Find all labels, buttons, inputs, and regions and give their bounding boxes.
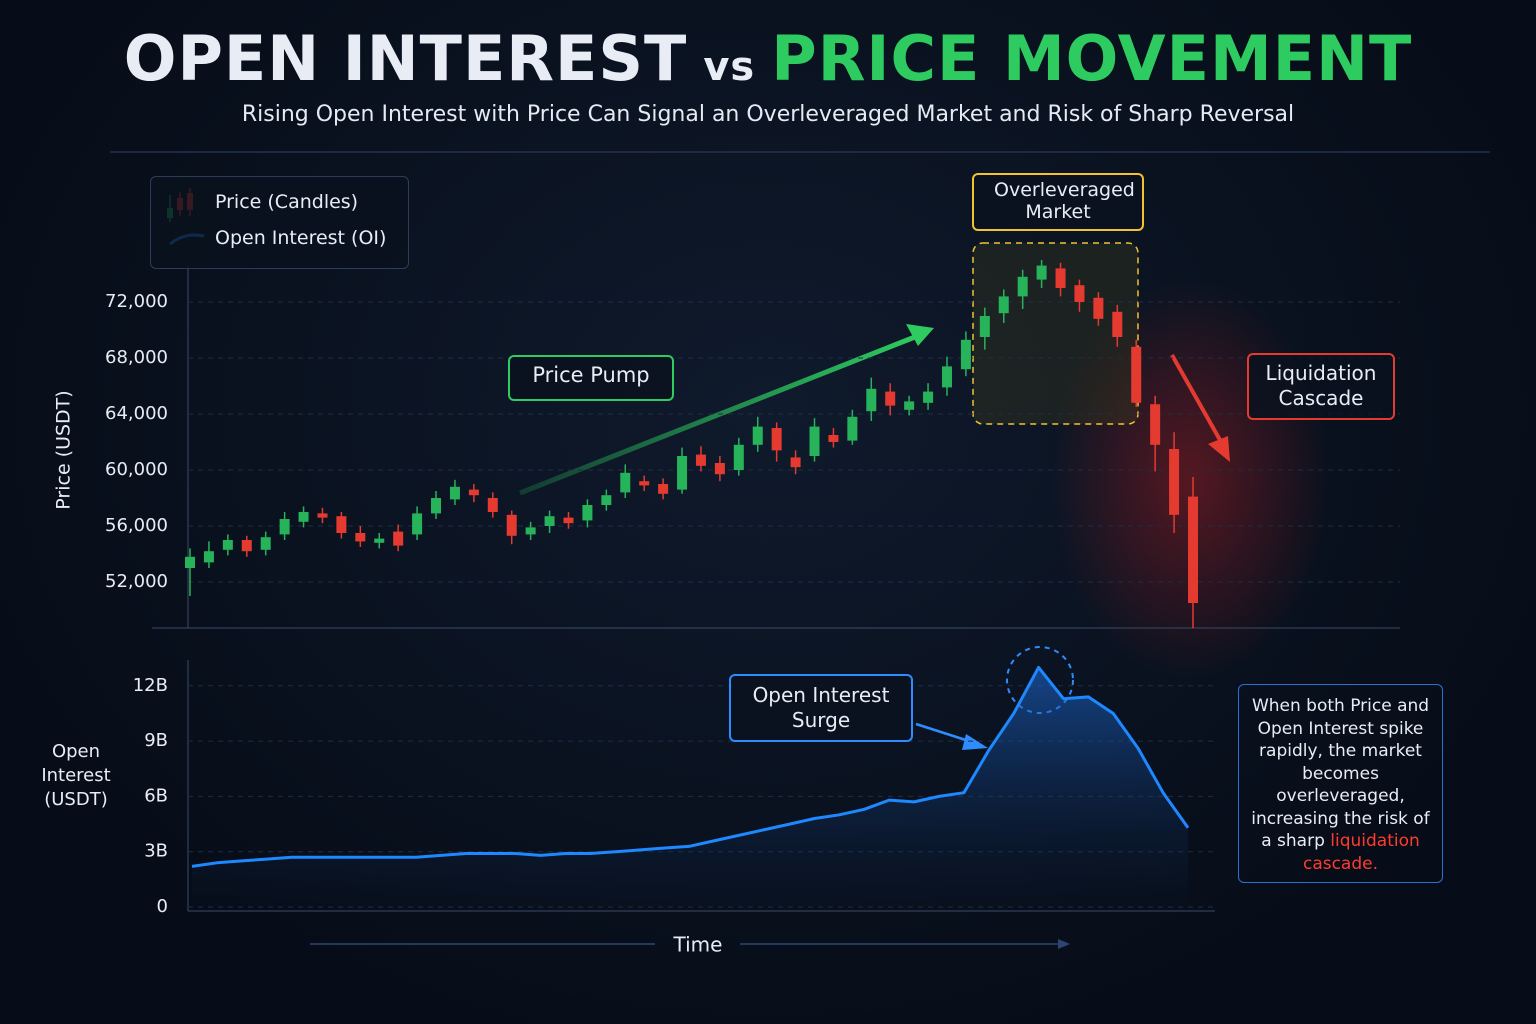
candle-body [412,513,423,535]
title-part: OPEN INTEREST [123,22,688,95]
candle-body [828,435,839,442]
candle-body [733,444,744,470]
candle-body [1131,346,1142,403]
candle-body [639,481,650,486]
y-tick-label: 64,000 [105,403,168,424]
candle-body [658,484,669,494]
candle-body [941,366,952,388]
candle-body [601,495,612,505]
arrow [1170,354,1222,441]
candle-body [393,531,404,546]
candle-body [431,498,442,514]
title-part: vs [703,44,756,90]
candle-body [1188,496,1198,603]
candle-body [582,505,593,521]
arrow [915,722,973,744]
note-highlight: liquidation cascade. [1302,831,1420,874]
candle-body [998,296,1009,314]
title: OPEN INTEREST vs PRICE MOVEMENT [0,22,1536,95]
note-text: When both Price and Open Interest spike … [1251,696,1430,851]
arrow-head [1208,436,1230,462]
candle-body [506,514,517,536]
candle-body [790,457,801,468]
candle-body [866,388,877,412]
candle-body [885,391,896,406]
candle-body [1036,265,1047,280]
y-axis-label: Price (USDT) [53,390,75,509]
y-tick-label: 56,000 [105,515,168,536]
candle-body [544,516,555,526]
subtitle: Rising Open Interest with Price Can Sign… [241,102,1295,127]
annotation: Open Interest Surge [729,674,913,742]
candle-body [468,489,479,496]
annotation: Overleveraged Market [972,173,1144,231]
candle-body [1150,404,1161,445]
y-tick-label: 0 [157,896,168,917]
candle-body [677,456,688,490]
legend-label: Open Interest (OI) [215,227,387,249]
candle-body [298,512,309,522]
annotation: Price Pump [508,355,674,401]
y-axis-label: Open Interest (USDT) [41,741,111,810]
candle-body [355,533,366,542]
x-axis-label: Time [673,933,723,957]
arrow-head [1058,939,1070,949]
candle-body [904,401,915,410]
title-part: PRICE MOVEMENT [771,22,1413,95]
legend: Price (Candles) Open Interest (OI) [150,176,409,269]
candle-body [525,527,536,535]
candle-body [1093,297,1104,319]
candle-body [923,391,934,403]
candle-body [771,428,782,451]
candle-body [695,454,706,466]
candle-body [336,516,347,533]
note: When both Price and Open Interest spike … [1238,684,1443,883]
candle-body [563,517,574,524]
area [192,667,1188,907]
y-tick-label: 6B [144,785,168,806]
arrow-head [962,734,988,750]
candle-body [752,426,763,445]
candle-body [487,498,498,512]
candle-body [1074,285,1085,302]
candle-body [279,519,290,535]
candle-body [809,426,820,456]
candle-body [222,540,233,550]
candle-body [1112,311,1123,337]
legend-label: Price (Candles) [215,191,359,213]
candle-body [317,513,328,518]
candle-body [185,556,195,568]
candle-body [1055,268,1066,288]
candle-body [260,537,271,550]
y-tick-label: 60,000 [105,459,168,480]
y-tick-label: 72,000 [105,291,168,312]
candle-body [241,540,252,552]
y-tick-label: 52,000 [105,571,168,592]
candle-body [1169,449,1180,515]
candle-body [847,416,858,441]
candle-body [979,316,990,337]
arrow-head [906,324,934,346]
y-tick-label: 12B [133,675,168,696]
highlight-box [972,242,1139,425]
candle-body [714,463,725,475]
y-tick-label: 9B [144,730,168,751]
candle-body [1017,276,1028,297]
annotation: Liquidation Cascade [1247,353,1395,420]
candle-body [374,538,385,543]
y-tick-label: 3B [144,841,168,862]
line [191,665,1190,868]
candle-body [449,486,460,500]
candle-body [620,472,631,493]
candle-body [203,551,214,563]
candle-body [960,339,971,370]
y-tick-label: 68,000 [105,347,168,368]
